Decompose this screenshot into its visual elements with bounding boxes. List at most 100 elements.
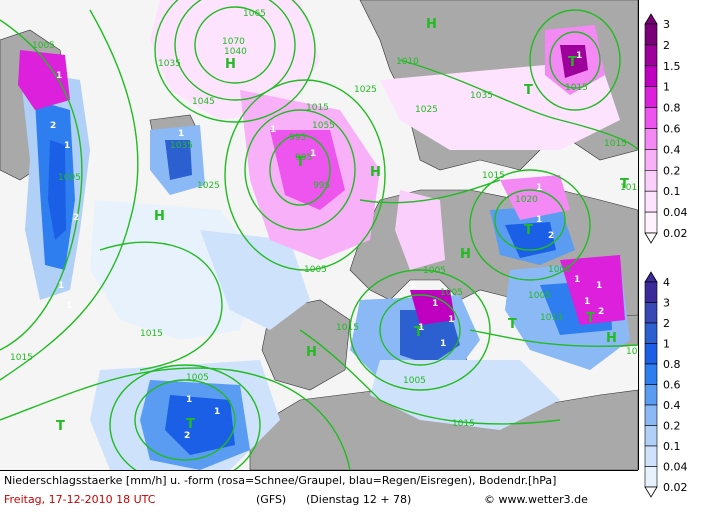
- high-pressure-marker: H: [154, 209, 165, 224]
- precip-label: 1: [418, 323, 424, 333]
- legend-top-arrow: [644, 271, 658, 283]
- legend-tick-label: 1: [663, 81, 670, 94]
- isobar-label: 1015: [10, 353, 33, 363]
- precip-label: 1: [574, 275, 580, 285]
- legend-color-swatch: [644, 65, 658, 88]
- legend-tick-label: 0.02: [663, 481, 688, 494]
- isobar-label: 995: [313, 181, 330, 191]
- isobar-label: 1005: [304, 265, 327, 275]
- precip-label: 1: [536, 183, 542, 193]
- precip-label: 2: [548, 231, 554, 241]
- precip-label: 1: [536, 215, 542, 225]
- isobar-label: 1015: [626, 347, 638, 357]
- low-pressure-marker: T: [186, 417, 195, 432]
- high-pressure-marker: H: [306, 345, 317, 360]
- legend-color-swatch: [644, 190, 658, 213]
- legend-tick-label: 2: [663, 317, 670, 330]
- low-pressure-marker: T: [586, 311, 595, 326]
- low-pressure-marker: T: [296, 155, 305, 170]
- precip-label: 1: [410, 281, 416, 291]
- isobar-label: 1025: [354, 85, 377, 95]
- north-africa-land: [249, 389, 638, 470]
- legend-tick-label: 3: [663, 18, 670, 31]
- precip-label: 1: [64, 141, 70, 151]
- precip-label: 1: [440, 339, 446, 349]
- low-pressure-marker: T: [508, 317, 517, 332]
- legend-tick-label: 1: [663, 338, 670, 351]
- isobar-label: 1040: [224, 47, 247, 57]
- isobar-label: 1005: [423, 266, 446, 276]
- legend-color-swatch: [644, 363, 658, 385]
- isobar-label: 1005: [186, 373, 209, 383]
- legend-color-swatch: [644, 44, 658, 67]
- snow-areas: [18, 0, 625, 325]
- precip-label: 2: [73, 213, 79, 223]
- weather-map: 1005 1065 1070 1040 1035 1045 1025 1015 …: [0, 0, 639, 470]
- isobar-label: 1015: [482, 171, 505, 181]
- legend-tick-label: 0.1: [663, 185, 681, 198]
- caption-run: (Dienstag 12 + 78): [306, 493, 412, 506]
- high-pressure-marker: H: [606, 331, 617, 346]
- legend-color-swatch: [644, 23, 658, 46]
- precip-label: 1: [58, 281, 64, 291]
- legend-tick-label: 0.4: [663, 143, 681, 156]
- legend-color-swatch: [644, 404, 658, 426]
- precip-label: 2: [184, 431, 190, 441]
- isobars: [0, 0, 638, 470]
- legend-tick-label: 0.1: [663, 440, 681, 453]
- legend-tick-label: 0.6: [663, 379, 681, 392]
- low-pressure-marker: T: [524, 223, 533, 238]
- legend-color-swatch: [644, 425, 658, 447]
- caption-model: (GFS): [256, 493, 287, 506]
- precip-label: 1: [310, 149, 316, 159]
- isobar-label: 995: [289, 133, 306, 143]
- legend-color-swatch: [644, 149, 658, 171]
- isobar-label: 1010: [396, 57, 419, 67]
- legend-color-swatch: [644, 281, 658, 303]
- isobar-label: 1025: [415, 105, 438, 115]
- rain-scale: 4 3 2 1 0.8 0.6 0.4 0.2 0.1 0.04 0.02: [644, 271, 688, 498]
- legend-tick-label: 0.2: [663, 164, 681, 177]
- legend-tick-label: 0.04: [663, 461, 688, 474]
- low-pressure-marker: T: [620, 177, 629, 192]
- precip-label: 1: [186, 395, 192, 405]
- pressure-centers: H H H H H H H T T T T T T T T T T: [56, 17, 629, 434]
- legend-color-swatch: [644, 128, 658, 150]
- isobar-label: 1005: [403, 376, 426, 386]
- isobar-label: 1013: [540, 313, 563, 323]
- isobar-label: 1005: [548, 265, 571, 275]
- isobar-label: 1005: [528, 291, 551, 301]
- isobar-label: 1015: [604, 139, 627, 149]
- isobar-label: 1035: [170, 141, 193, 151]
- isobar-label: 1015: [140, 329, 163, 339]
- low-pressure-marker: T: [56, 419, 65, 434]
- precip-label: 1: [178, 129, 184, 139]
- legend-tick-label: 3: [663, 297, 670, 310]
- legend-color-swatch: [644, 384, 658, 406]
- isobar-label: 1025: [197, 181, 220, 191]
- legend-tick-label: 0.2: [663, 420, 681, 433]
- isobar-label: 1015: [336, 323, 359, 333]
- isobar-label: 1015: [620, 183, 638, 193]
- high-pressure-marker: H: [370, 165, 381, 180]
- precip-label: 1: [448, 315, 454, 325]
- low-pressure-marker: T: [568, 55, 577, 70]
- high-pressure-marker: H: [460, 247, 471, 262]
- isobar-label: 1005: [32, 41, 55, 51]
- precip-label: 2: [598, 307, 604, 317]
- legend-color-swatch: [644, 86, 658, 108]
- precip-label: 1: [56, 71, 62, 81]
- low-pressure-marker: T: [414, 325, 423, 340]
- precip-label: 1: [270, 125, 276, 135]
- isobar-label: 1005: [58, 173, 81, 183]
- legend-tick-label: 0.8: [663, 358, 681, 371]
- legend-svg: 3 2 1.5 1 0.8 0.6 0.4 0.2 0.1 0.04 0.02 4 3 2 1 0.8 0.6…: [644, 13, 688, 498]
- precip-label: 1: [66, 301, 72, 311]
- precip-legend: 3 2 1.5 1 0.8 0.6 0.4 0.2 0.1 0.04 0.02 4 3 2 1 0.8 0.6…: [639, 0, 704, 513]
- legend-tick-label: 2: [663, 39, 670, 52]
- isobar-label: 1020: [515, 195, 538, 205]
- precip-label: 1: [596, 281, 602, 291]
- legend-color-swatch: [644, 211, 658, 234]
- low-pressure-marker: T: [524, 83, 533, 98]
- legend-color-swatch: [644, 445, 658, 467]
